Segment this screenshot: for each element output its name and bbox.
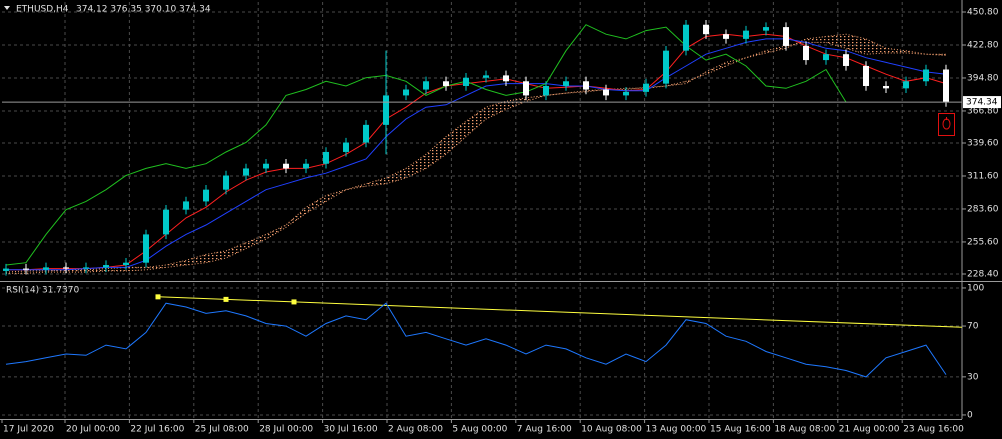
- indicator-line: [6, 33, 947, 271]
- x-tick-label: 10 Aug 08:00: [581, 425, 642, 435]
- trendline: [157, 296, 963, 328]
- candle-body: [563, 81, 569, 86]
- trendline-anchor: [291, 299, 297, 305]
- x-tick-label: 28 Jul 00:00: [259, 425, 313, 435]
- x-tick-label: 21 Aug 00:00: [839, 425, 900, 435]
- x-tick-label: 20 Jul 00:00: [66, 425, 120, 435]
- candle-body: [523, 81, 529, 96]
- x-tick-label: 5 Aug 00:00: [452, 425, 507, 435]
- candle-body: [483, 75, 489, 78]
- candle-body: [783, 27, 789, 46]
- candle-body: [863, 65, 869, 86]
- x-tick-label: 13 Aug 00:00: [646, 425, 707, 435]
- x-tick-label: 17 Jul 2020: [3, 425, 54, 435]
- trendline-anchor: [223, 296, 229, 302]
- candle-body: [603, 89, 609, 96]
- candle-body: [883, 85, 889, 89]
- candle-body: [903, 81, 909, 89]
- alert-icon[interactable]: [938, 113, 955, 136]
- candle-body: [663, 50, 669, 84]
- candle-body: [443, 81, 449, 86]
- candle-body: [303, 163, 309, 169]
- candle-body: [923, 69, 929, 82]
- candle-body: [243, 168, 249, 176]
- candle-body: [263, 163, 269, 169]
- y-tick-label: 30: [967, 372, 979, 382]
- trendline-anchor: [155, 294, 161, 300]
- symbol-title: ETHUSD,H4: [16, 5, 69, 15]
- candle-body: [743, 30, 749, 39]
- candle-body: [283, 163, 289, 169]
- last-price-box: [963, 96, 1001, 109]
- y-tick-label: 422.80: [967, 40, 999, 50]
- candle-body: [823, 54, 829, 61]
- candle-body: [683, 24, 689, 51]
- candle-body: [123, 262, 129, 266]
- cloud-edge: [6, 33, 947, 274]
- indicator-line: [5, 24, 847, 266]
- candle-body: [403, 89, 409, 96]
- y-tick-label: 70: [967, 322, 979, 332]
- y-tick-label: 450.80: [967, 8, 999, 18]
- candle-body: [183, 201, 189, 210]
- last-price-label: 374.34: [966, 98, 998, 108]
- candle-body: [803, 45, 809, 61]
- x-tick-label: 18 Aug 08:00: [774, 425, 835, 435]
- candle-body: [223, 175, 229, 190]
- x-tick-label: 2 Aug 08:00: [388, 425, 443, 435]
- y-tick-label: 283.60: [967, 204, 999, 214]
- candle-body: [3, 268, 9, 271]
- x-tick-label: 22 Jul 16:00: [130, 425, 184, 435]
- alert-glyph: [942, 117, 951, 130]
- candle-body: [943, 69, 949, 103]
- rsi-line: [5, 302, 947, 378]
- candle-body: [163, 209, 169, 235]
- menu-arrow[interactable]: [4, 6, 10, 10]
- x-tick-label: 25 Jul 08:00: [195, 425, 249, 435]
- x-tick-label: 15 Aug 16:00: [710, 425, 771, 435]
- x-tick-label: 7 Aug 16:00: [517, 425, 572, 435]
- x-tick-label: 30 Jul 16:00: [324, 425, 378, 435]
- candle-body: [43, 267, 49, 270]
- candle-body: [63, 267, 69, 269]
- rsi-title: RSI(14) 31.7370: [6, 286, 79, 296]
- indicator-line: [6, 38, 947, 271]
- candle-body: [143, 234, 149, 263]
- candle-body: [463, 77, 469, 86]
- y-tick-label: 311.60: [967, 171, 999, 181]
- candle-body: [763, 27, 769, 31]
- candle-body: [103, 265, 109, 268]
- candle-body: [203, 189, 209, 202]
- candle-body: [703, 24, 709, 35]
- x-tick-label: 23 Aug 16:00: [903, 425, 964, 435]
- y-tick-label: 0: [967, 410, 973, 420]
- candle-body: [543, 85, 549, 96]
- y-tick-label: 394.80: [967, 73, 999, 83]
- y-tick-label: 100: [967, 283, 984, 293]
- candle-body: [503, 75, 509, 82]
- candle-body: [583, 81, 589, 90]
- candle-body: [423, 81, 429, 90]
- candle-body: [363, 124, 369, 143]
- y-tick-label: 366.80: [967, 106, 999, 116]
- candle-body: [723, 34, 729, 39]
- candle-body: [323, 151, 329, 164]
- ohlc-text: 374.12 376.35 370.10 374.34: [76, 5, 211, 15]
- candle-body: [83, 267, 89, 269]
- candle-body: [643, 83, 649, 92]
- y-tick-label: 339.60: [967, 139, 999, 149]
- alert-box: [938, 113, 955, 136]
- candle-body: [23, 268, 29, 270]
- candle-body: [343, 142, 349, 152]
- y-tick-label: 255.60: [967, 237, 999, 247]
- candle-body: [383, 95, 389, 125]
- candle-body: [623, 91, 629, 96]
- y-tick-label: 228.40: [967, 269, 999, 279]
- candle-body: [843, 54, 849, 66]
- cloud-edge: [5, 41, 946, 273]
